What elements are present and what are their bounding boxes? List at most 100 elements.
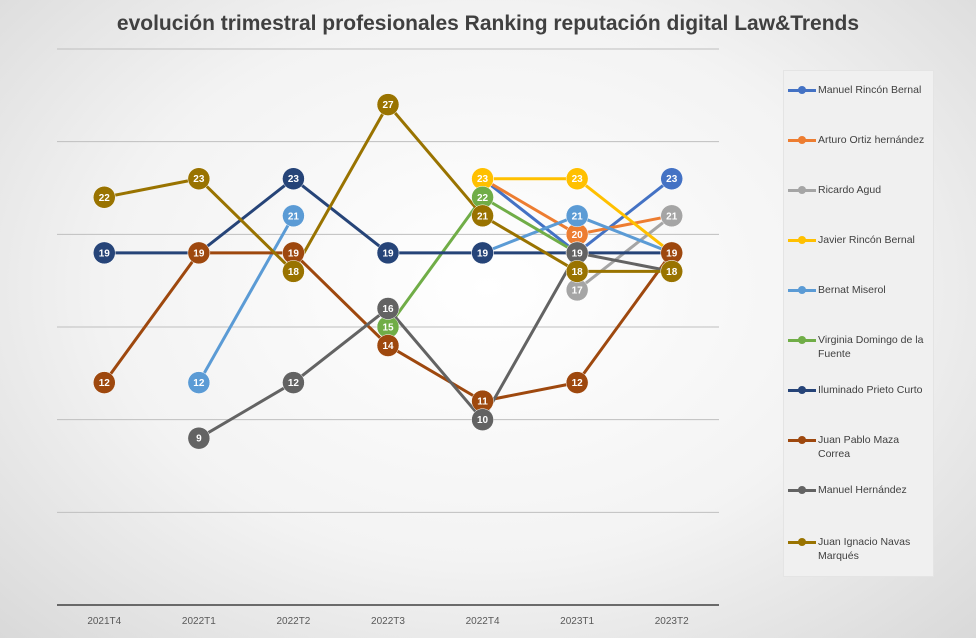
data-label: 19: [193, 248, 205, 259]
data-point: 23: [187, 167, 211, 190]
data-label: 23: [572, 174, 584, 185]
legend: Manuel Rincón Bernal Arturo Ortiz hernánd…: [784, 71, 933, 576]
data-point: 21: [660, 204, 683, 228]
data-point: 23: [660, 167, 683, 190]
legend-item: Javier Rincón Bernal: [788, 233, 930, 247]
legend-label: Ricardo Agud: [818, 184, 882, 196]
legend-swatch: [788, 83, 816, 97]
x-tick-label: 2022T1: [182, 616, 216, 627]
data-point-marker: [187, 426, 211, 450]
data-label: 19: [288, 248, 300, 259]
data-label: 19: [477, 248, 489, 259]
data-point-marker: [187, 241, 211, 265]
data-point-marker: [376, 241, 400, 265]
data-label: 21: [572, 211, 584, 222]
legend-item: Juan Pablo Maza Correa: [788, 433, 930, 461]
legend-label: Virginia Domingo de la Fuente: [818, 334, 924, 360]
x-tick-label: 2023T2: [655, 616, 689, 627]
data-point: 12: [282, 371, 305, 394]
data-label: 19: [99, 248, 111, 259]
legend-label: Bernat Miserol: [818, 284, 886, 296]
data-label: 17: [572, 285, 584, 296]
data-label: 23: [477, 174, 489, 185]
data-point-marker: [565, 371, 589, 394]
x-tick-label: 2022T2: [276, 616, 310, 627]
data-label: 12: [99, 378, 111, 389]
legend-item: Bernat Miserol: [788, 283, 930, 297]
data-label: 18: [666, 267, 678, 278]
data-label: 12: [193, 378, 205, 389]
data-point-marker: [93, 241, 116, 265]
data-point: 12: [565, 371, 589, 394]
data-label: 10: [477, 415, 489, 426]
legend-label: Iluminado Prieto Curto: [818, 384, 923, 396]
data-point: 10: [471, 408, 494, 431]
data-point: 12: [93, 371, 116, 394]
data-label: 11: [477, 397, 488, 408]
series-line: [197, 215, 295, 384]
x-tick-label: 2023T1: [560, 616, 594, 627]
legend-label: Manuel Hernández: [818, 484, 907, 496]
data-point: 12: [187, 371, 211, 394]
legend-swatch: [788, 483, 816, 497]
legend-swatch: [788, 535, 816, 549]
data-markers: 23 19 23 23 20 21 17 21 23 23 19 12 21 19 21 19 15 22 19 19…: [93, 93, 683, 450]
data-point-marker: [282, 167, 305, 190]
data-label: 18: [288, 267, 300, 278]
data-point-marker: [282, 204, 305, 228]
data-label: 23: [288, 174, 300, 185]
legend-label: Juan Pablo Maza Correa: [818, 434, 900, 460]
data-point: 21: [282, 204, 305, 228]
data-label: 12: [572, 378, 584, 389]
data-point-marker: [376, 297, 400, 320]
data-label: 21: [288, 211, 300, 222]
legend-label: Javier Rincón Bernal: [818, 234, 915, 246]
legend-swatch: [788, 333, 816, 347]
chart-title: evolución trimestral profesionales Ranki…: [116, 12, 860, 35]
data-label: 18: [572, 267, 584, 278]
data-point-marker: [282, 260, 305, 283]
data-label: 19: [666, 248, 678, 259]
data-point: 21: [471, 204, 494, 228]
gridlines: [57, 48, 719, 513]
legend-item: Virginia Domingo de la Fuente: [788, 333, 930, 361]
legend-label: Juan Ignacio Navas Marqués: [818, 536, 911, 562]
data-point: 27: [376, 93, 400, 116]
data-point-marker: [376, 334, 400, 357]
legend-item: Ricardo Agud: [788, 183, 930, 197]
data-label: 21: [477, 211, 489, 222]
data-point: 23: [565, 167, 589, 190]
data-point-marker: [660, 204, 683, 228]
data-point-marker: [565, 167, 589, 190]
data-point-marker: [93, 186, 116, 209]
data-label: 21: [666, 211, 678, 222]
data-point: 18: [282, 260, 305, 283]
data-label: 23: [193, 174, 205, 185]
data-label: 20: [572, 230, 584, 241]
legend-swatch: [788, 383, 816, 397]
series-line: [198, 251, 673, 440]
legend-item: Manuel Rincón Bernal: [788, 83, 930, 97]
data-point-marker: [565, 260, 589, 283]
data-label: 22: [99, 193, 111, 204]
data-label: 27: [382, 100, 394, 111]
legend-swatch: [788, 283, 816, 297]
data-point-marker: [471, 204, 494, 228]
legend-item: Iluminado Prieto Curto: [788, 383, 930, 397]
data-point-marker: [93, 371, 116, 394]
data-point-marker: [282, 371, 305, 394]
data-label: 19: [572, 248, 584, 259]
data-point: 22: [93, 186, 116, 209]
legend-swatch: [788, 433, 816, 447]
data-label: 23: [666, 174, 678, 185]
data-point: 18: [565, 260, 589, 283]
data-label: 9: [196, 434, 202, 445]
x-tick-label: 2021T4: [87, 616, 121, 627]
data-point: 16: [376, 297, 400, 320]
data-point: 19: [187, 241, 211, 265]
data-label: 16: [382, 304, 394, 315]
data-point-marker: [187, 167, 211, 190]
data-point-marker: [660, 167, 683, 190]
legend-label: Manuel Rincón Bernal: [818, 84, 922, 96]
